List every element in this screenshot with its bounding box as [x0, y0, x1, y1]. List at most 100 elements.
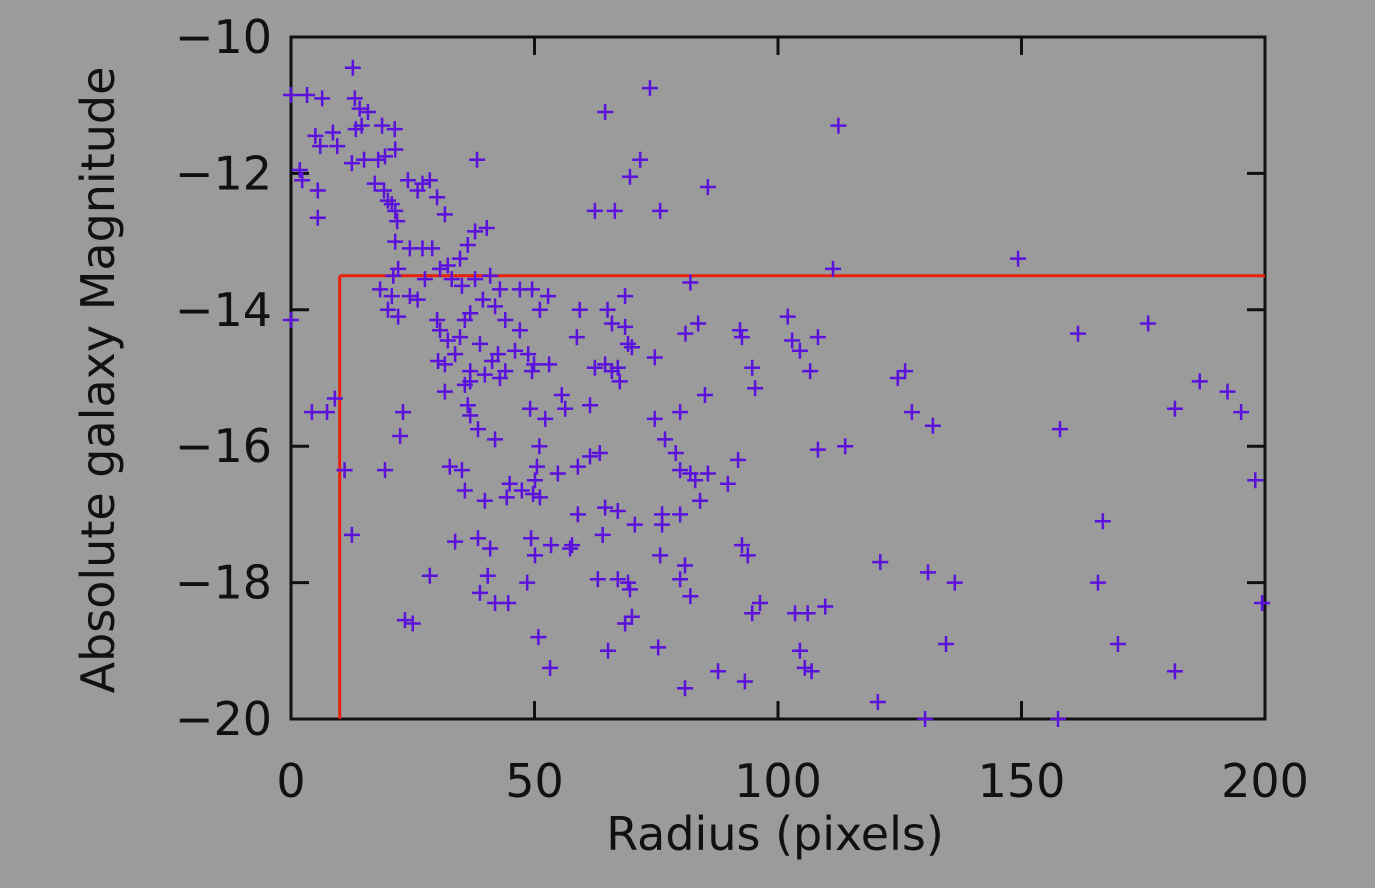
point [453, 462, 470, 479]
point [672, 404, 689, 421]
point [392, 427, 409, 444]
point [690, 315, 707, 332]
point [1254, 595, 1271, 612]
point [409, 291, 426, 308]
x-tick-label: 200 [1221, 754, 1309, 808]
point [404, 615, 421, 632]
point [541, 356, 558, 373]
point [730, 451, 747, 468]
point [609, 359, 626, 376]
point [600, 642, 617, 659]
point [553, 387, 570, 404]
point [549, 465, 566, 482]
point [389, 213, 406, 230]
point [459, 397, 476, 414]
y-tick-label: −18 [175, 556, 272, 610]
point [597, 499, 614, 516]
point [617, 615, 634, 632]
point [869, 693, 886, 710]
point [603, 315, 620, 332]
point [523, 530, 540, 547]
point [809, 441, 826, 458]
y-tick-label: −10 [175, 10, 272, 64]
point [312, 138, 329, 155]
point [414, 175, 431, 192]
point [802, 363, 819, 380]
point [401, 240, 418, 257]
point [591, 445, 608, 462]
point [672, 462, 689, 479]
point [309, 182, 326, 199]
point [396, 612, 413, 629]
point [376, 148, 393, 165]
point [557, 400, 574, 417]
point [744, 359, 761, 376]
point [436, 356, 453, 373]
point [917, 711, 934, 727]
point [303, 404, 320, 421]
point [387, 202, 404, 219]
point [606, 202, 623, 219]
point [779, 308, 796, 325]
point [531, 438, 548, 455]
point [736, 673, 753, 690]
point [478, 219, 495, 236]
point [563, 537, 580, 554]
point [453, 277, 470, 294]
point [796, 659, 813, 676]
x-tick-label: 0 [276, 754, 305, 808]
point [294, 172, 311, 189]
point [524, 363, 541, 380]
point [682, 274, 699, 291]
point [447, 533, 464, 550]
point [501, 475, 518, 492]
point [597, 104, 614, 121]
point [1089, 574, 1106, 591]
point [343, 155, 360, 172]
point [462, 373, 479, 390]
point [732, 322, 749, 339]
point [356, 151, 373, 168]
point [471, 335, 488, 352]
point [919, 564, 936, 581]
point [471, 584, 488, 601]
point [462, 407, 479, 424]
point [526, 356, 543, 373]
point [903, 404, 920, 421]
point [1166, 400, 1183, 417]
point [562, 540, 579, 557]
point [470, 421, 487, 438]
point [582, 448, 599, 465]
point [621, 168, 638, 185]
point [540, 288, 557, 305]
point [359, 104, 376, 121]
point [609, 502, 626, 519]
point [401, 288, 418, 305]
point [791, 642, 808, 659]
point [543, 537, 560, 554]
point [621, 581, 638, 598]
point [383, 196, 400, 213]
point [739, 547, 756, 564]
point [1166, 663, 1183, 680]
point [395, 404, 412, 421]
point [611, 373, 628, 390]
point [530, 629, 547, 646]
point [467, 223, 484, 240]
point [531, 301, 548, 318]
point [531, 489, 548, 506]
point [291, 161, 308, 178]
point [314, 90, 331, 107]
point [747, 380, 764, 397]
point [791, 342, 808, 359]
point [283, 86, 299, 103]
point [682, 588, 699, 605]
point [672, 571, 689, 588]
point [623, 608, 640, 625]
point [376, 462, 393, 479]
point [676, 680, 693, 697]
point [390, 308, 407, 325]
point [497, 363, 514, 380]
point [837, 438, 854, 455]
point [897, 363, 914, 380]
